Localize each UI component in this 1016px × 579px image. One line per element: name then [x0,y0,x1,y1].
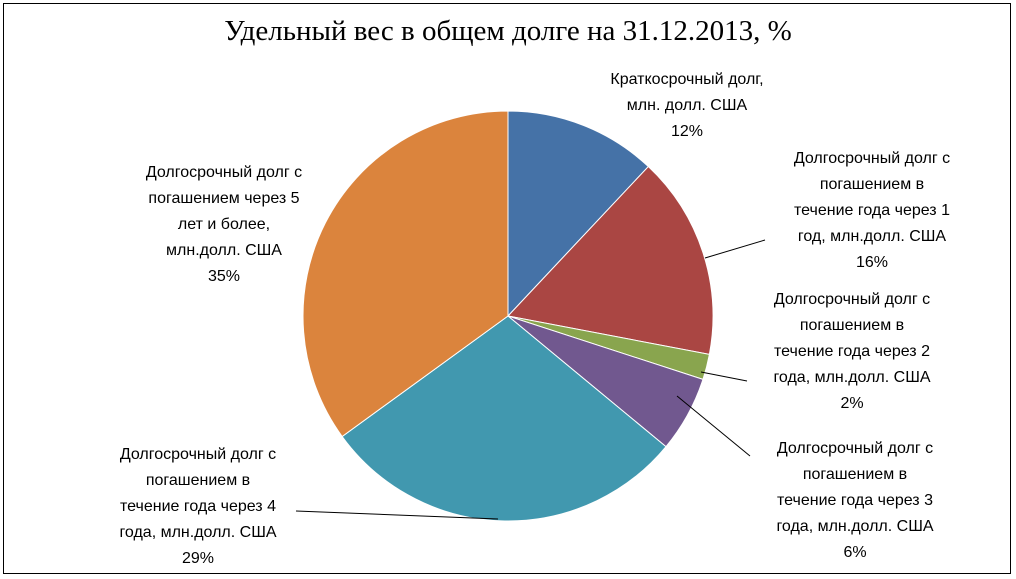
leader-line-3 [700,371,748,382]
slice-label-1: Краткосрочный долг, млн. долл. США 12% [610,71,763,140]
slice-label-line: Долгосрочный долг с [794,150,950,167]
slice-label-line: 6% [843,544,866,561]
slice-label-line: погашением в [820,176,924,193]
slice-label-line: погашением в [800,317,904,334]
leader-line-5 [295,510,499,520]
pie-slice-5 [341,315,667,522]
slice-label-4: Долгосрочный долг с погашением в течение г… [776,440,933,561]
slice-label-2: Долгосрочный долг с погашением в течение г… [794,150,950,271]
slice-label-5: Долгосрочный долг с погашением в течение г… [119,446,276,567]
slice-label-line: погашением в [803,466,907,483]
slice-label-line: течение года через 1 [794,202,950,219]
slice-label-line: млн.долл. США [166,242,282,259]
slice-label-line: погашением через 5 [148,190,299,207]
slice-label-line: года, млн.долл. США [773,369,930,386]
leader-line-4 [676,395,751,457]
slice-label-line: 35% [208,268,240,285]
pie-slice-1 [507,110,650,318]
slice-label-line: млн. долл. США [627,97,748,114]
slice-label-line: течение года через 2 [774,343,930,360]
slice-label-line: Краткосрочный долг, [610,71,763,88]
slice-label-6: Долгосрочный долг с погашением через 5 лет… [146,164,302,285]
slice-label-line: года, млн.долл. США [119,524,276,541]
slice-label-line: 29% [182,550,214,567]
slice-label-line: течение года через 4 [120,498,276,515]
slice-label-line: 12% [671,123,703,140]
slice-label-line: год, млн.долл. США [798,228,947,245]
slice-label-line: Долгосрочный долг с [774,291,930,308]
slice-label-line: течение года через 3 [777,492,933,509]
slice-label-line: Долгосрочный долг с [777,440,933,457]
pie-slice-2 [507,165,714,355]
slice-label-line: 16% [856,254,888,271]
slice-label-line: погашением в [146,472,250,489]
slice-label-line: 2% [840,395,863,412]
slice-label-line: года, млн.долл. США [776,518,933,535]
slice-label-3: Долгосрочный долг с погашением в течение г… [773,291,930,412]
slice-label-line: лет и более, [178,216,270,233]
slice-label-line: Долгосрочный долг с [146,164,302,181]
leader-line-2 [704,239,766,259]
pie-slice-6 [302,110,509,438]
chart-title: Удельный вес в общем долге на 31.12.2013… [224,15,792,47]
slice-label-line: Долгосрочный долг с [120,446,276,463]
